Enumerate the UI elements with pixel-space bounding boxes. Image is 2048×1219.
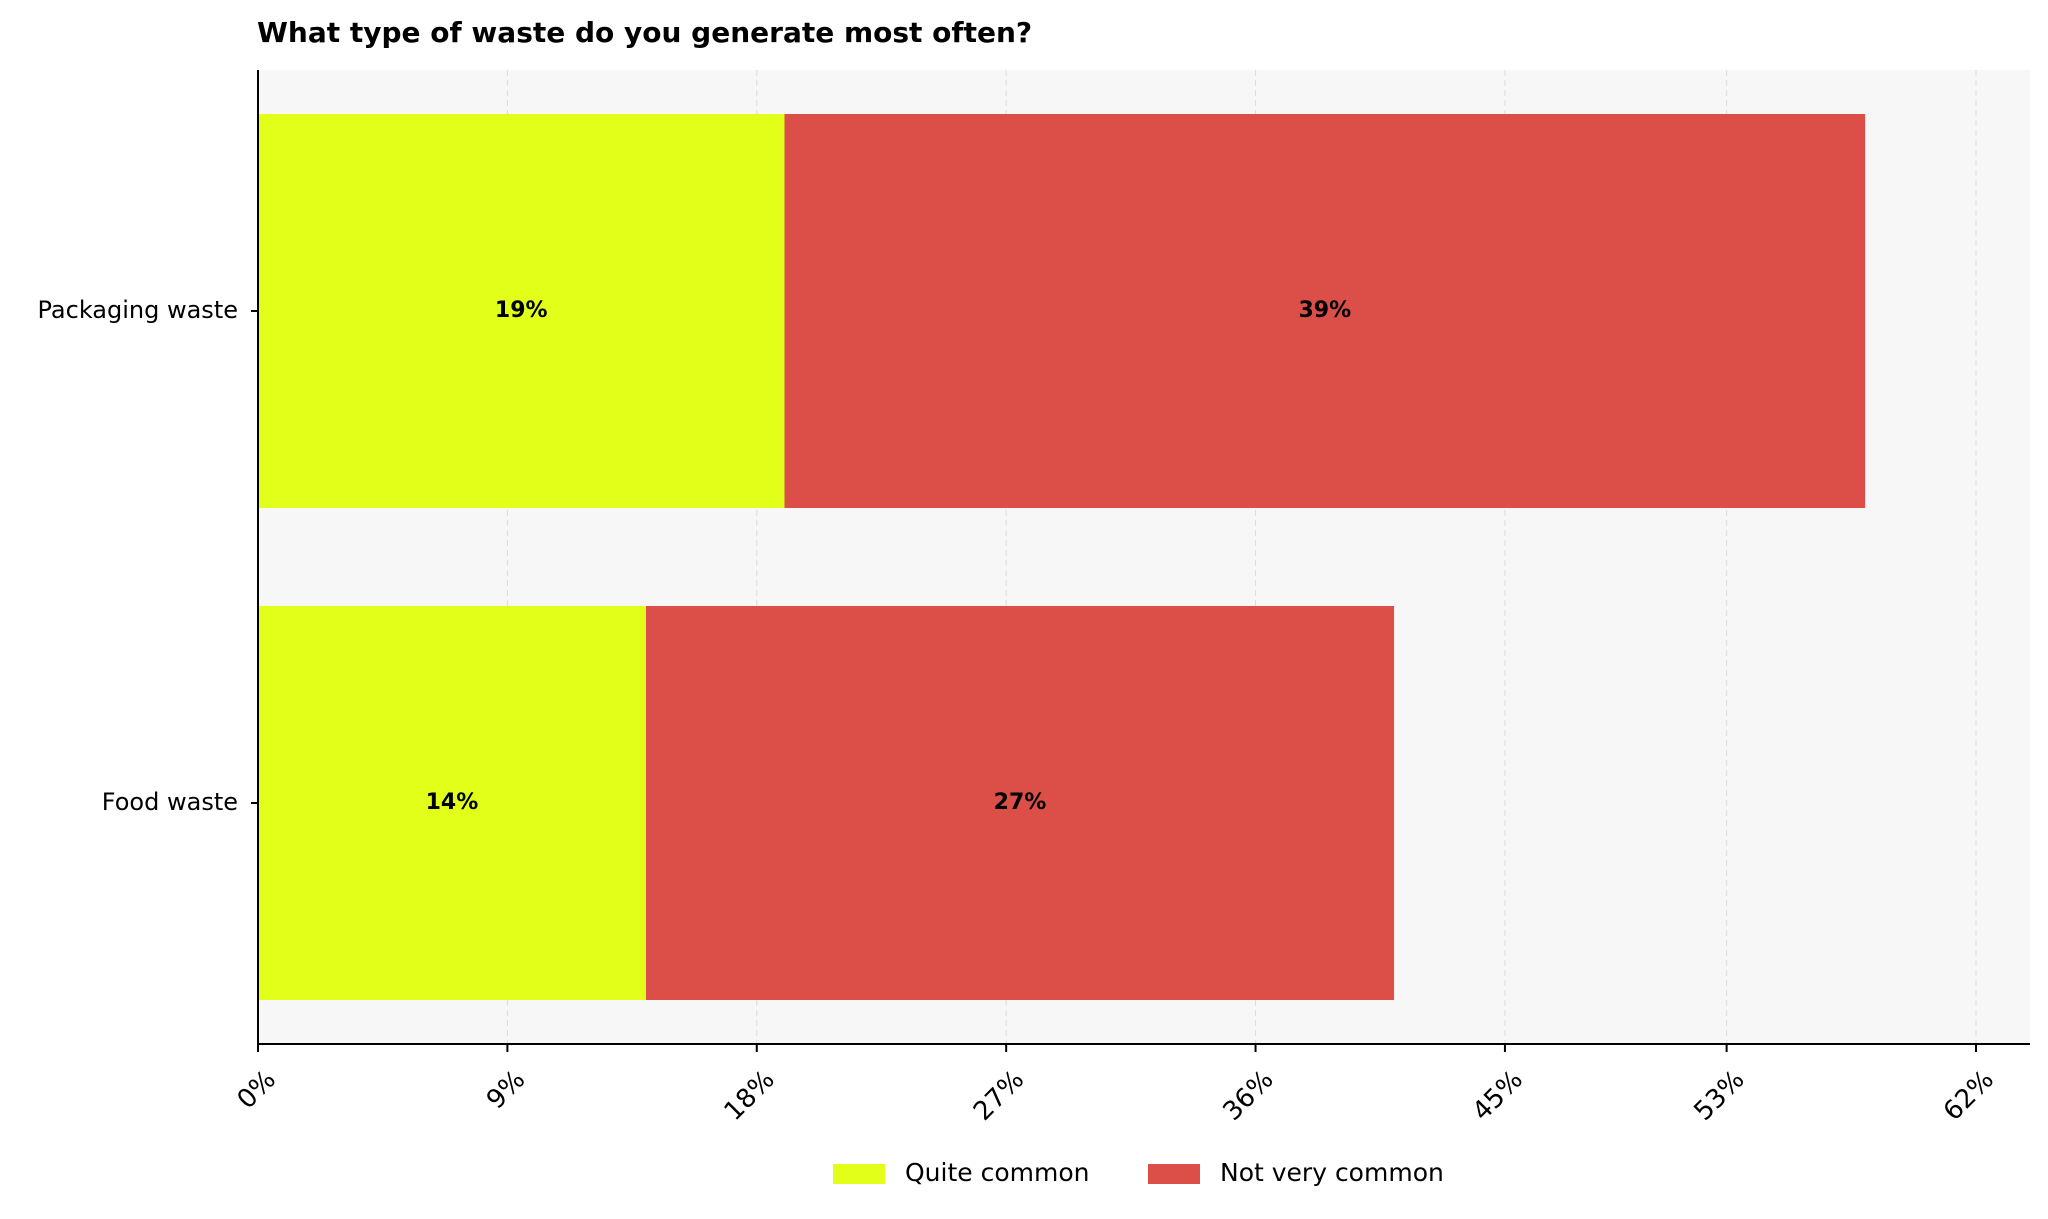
data-labels: 19% 39% 14% 27% [426, 298, 1352, 815]
x-tick-label: 45% [1467, 1065, 1529, 1127]
category-label: Food waste [102, 788, 238, 816]
data-label: 14% [426, 790, 479, 815]
bar-segment [645, 606, 1395, 1000]
category-label: Packaging waste [38, 296, 238, 324]
x-tick-label: 62% [1938, 1065, 2000, 1127]
y-axis-ticks: Packaging waste Food waste [38, 296, 258, 816]
x-tick-label: 9% [481, 1065, 531, 1115]
bars [258, 114, 1866, 1000]
x-tick-label: 53% [1688, 1065, 1750, 1127]
x-axis-ticks: 0% 9% 18% 27% 36% 45% 53% 62% [232, 1044, 2000, 1127]
chart-title: What type of waste do you generate most … [257, 16, 1032, 49]
bar-segment [258, 606, 646, 1000]
legend-label: Quite common [905, 1158, 1090, 1187]
bar-segment [258, 114, 785, 508]
legend: Quite common Not very common [833, 1158, 1444, 1187]
x-tick-label: 27% [968, 1065, 1030, 1127]
legend-label: Not very common [1220, 1158, 1444, 1187]
bar-segment [784, 114, 1866, 508]
x-tick-label: 36% [1217, 1065, 1279, 1127]
legend-swatch [833, 1164, 885, 1184]
data-label: 19% [495, 298, 548, 323]
data-label: 27% [994, 790, 1047, 815]
x-tick-label: 0% [232, 1065, 282, 1115]
x-tick-label: 18% [719, 1065, 781, 1127]
legend-swatch [1148, 1164, 1200, 1184]
data-label: 39% [1298, 298, 1351, 323]
